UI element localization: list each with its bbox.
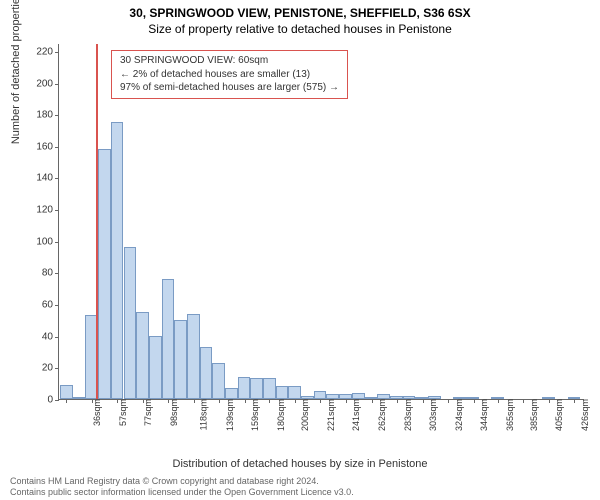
ytick-label: 80: [42, 268, 59, 279]
ytick-label: 220: [36, 46, 59, 57]
xtick-label: 241sqm: [349, 399, 361, 431]
xtick-line: [143, 399, 144, 403]
xtick-line: [498, 399, 499, 403]
xtick-label: 405sqm: [552, 399, 564, 431]
xtick-label: 77sqm: [141, 399, 153, 426]
license-line-1: Contains HM Land Registry data © Crown c…: [10, 476, 354, 487]
xtick-line: [397, 399, 398, 403]
ytick-label: 140: [36, 173, 59, 184]
xtick-line: [245, 399, 246, 403]
xtick-label: 118sqm: [196, 399, 208, 430]
marker-line: [96, 44, 98, 399]
xtick-label: 385sqm: [527, 399, 539, 431]
xtick-label: 159sqm: [248, 399, 260, 431]
xtick-line: [372, 399, 373, 403]
xtick-line: [320, 399, 321, 403]
ytick-label: 160: [36, 141, 59, 152]
histogram-bar: [225, 388, 238, 399]
xtick-line: [168, 399, 169, 403]
histogram-bar: [98, 149, 111, 399]
histogram-bar: [111, 122, 124, 399]
xtick-label: 57sqm: [116, 399, 128, 426]
histogram-bar: [314, 391, 327, 399]
histogram-bar: [73, 397, 86, 399]
xtick-line: [295, 399, 296, 403]
xtick-line: [194, 399, 195, 403]
ytick-label: 100: [36, 236, 59, 247]
xtick-line: [448, 399, 449, 403]
histogram-bar: [124, 247, 137, 399]
xtick-label: 36sqm: [90, 399, 102, 426]
xtick-label: 221sqm: [324, 399, 336, 431]
xtick-label: 324sqm: [452, 399, 464, 431]
xtick-line: [423, 399, 424, 403]
ytick-label: 180: [36, 110, 59, 121]
xtick-label: 180sqm: [274, 399, 286, 431]
histogram-bar: [174, 320, 187, 399]
xtick-line: [346, 399, 347, 403]
xtick-label: 303sqm: [426, 399, 438, 431]
histogram-bar: [200, 347, 213, 399]
histogram-bar: [162, 279, 175, 399]
xtick-label: 139sqm: [223, 399, 235, 431]
xtick-label: 426sqm: [578, 399, 590, 431]
ytick-label: 200: [36, 78, 59, 89]
annotation-line-2: ← 2% of detached houses are smaller (13): [120, 68, 339, 82]
xtick-line: [219, 399, 220, 403]
xtick-label: 365sqm: [503, 399, 515, 431]
xtick-line: [269, 399, 270, 403]
ytick-label: 60: [42, 300, 59, 311]
xtick-line: [474, 399, 475, 403]
chart-container: 30, SPRINGWOOD VIEW, PENISTONE, SHEFFIEL…: [0, 0, 600, 500]
histogram-bar: [60, 385, 73, 399]
ytick-label: 40: [42, 331, 59, 342]
histogram-bar: [136, 312, 149, 399]
xtick-label: 262sqm: [375, 399, 387, 431]
license-line-2: Contains public sector information licen…: [10, 487, 354, 498]
y-axis-label: Number of detached properties: [10, 0, 22, 144]
histogram-bar: [187, 314, 200, 399]
xtick-line: [574, 399, 575, 403]
x-axis-label: Distribution of detached houses by size …: [0, 458, 600, 470]
xtick-line: [92, 399, 93, 403]
xtick-line: [117, 399, 118, 403]
xtick-label: 98sqm: [167, 399, 179, 426]
annotation-line-3: 97% of semi-detached houses are larger (…: [120, 81, 339, 95]
title-main: 30, SPRINGWOOD VIEW, PENISTONE, SHEFFIEL…: [0, 0, 600, 20]
ytick-label: 0: [47, 395, 59, 406]
plot-area: 30 SPRINGWOOD VIEW: 60sqm ← 2% of detach…: [58, 44, 584, 400]
histogram-bar: [212, 363, 225, 399]
xtick-label: 200sqm: [298, 399, 310, 431]
histogram-bar: [276, 386, 289, 399]
xtick-line: [523, 399, 524, 403]
ytick-label: 120: [36, 205, 59, 216]
histogram-bar: [238, 377, 251, 399]
ytick-label: 20: [42, 363, 59, 374]
histogram-bar: [149, 336, 162, 399]
histogram-bar: [288, 386, 301, 399]
xtick-line: [549, 399, 550, 403]
histogram-bar: [263, 378, 276, 399]
title-sub: Size of property relative to detached ho…: [0, 20, 600, 36]
xtick-label: 283sqm: [401, 399, 413, 431]
annotation-line-1: 30 SPRINGWOOD VIEW: 60sqm: [120, 54, 339, 68]
xtick-label: 344sqm: [477, 399, 489, 431]
annotation-box: 30 SPRINGWOOD VIEW: 60sqm ← 2% of detach…: [111, 50, 348, 99]
xtick-line: [66, 399, 67, 403]
license-text: Contains HM Land Registry data © Crown c…: [10, 476, 354, 498]
histogram-bar: [250, 378, 263, 399]
